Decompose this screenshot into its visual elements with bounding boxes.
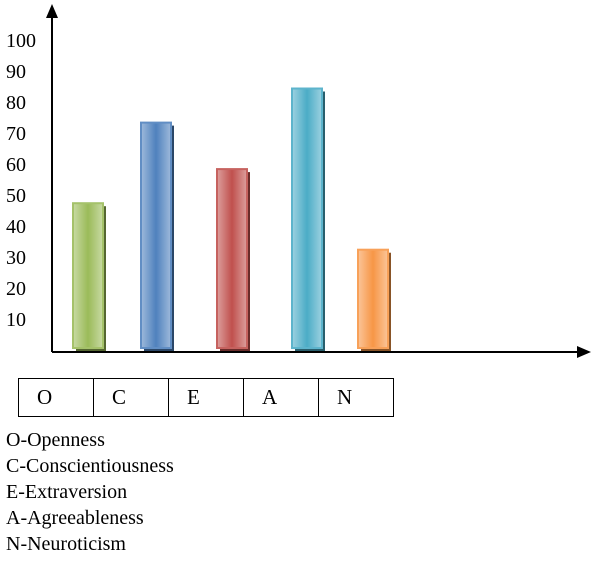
bars-layer (72, 87, 391, 353)
y-tick-label: 80 (6, 92, 26, 114)
category-cell: A (243, 378, 319, 417)
y-tick-label: 50 (6, 185, 26, 207)
legend-item: O-Openness (6, 429, 105, 451)
y-tick-label: 90 (6, 61, 26, 83)
category-cell: O (18, 378, 94, 417)
bar-O (72, 202, 104, 349)
y-tick-label: 100 (6, 30, 36, 52)
x-axis-arrow (577, 346, 591, 358)
category-cell: E (168, 378, 244, 417)
y-tick-label: 30 (6, 247, 26, 269)
bar-E (216, 168, 248, 349)
y-tick-label: 70 (6, 123, 26, 145)
y-tick-label: 10 (6, 309, 26, 331)
legend-item: A-Agreeableness (6, 507, 144, 529)
category-cell: N (318, 378, 394, 417)
legend-item: C-Conscientiousness (6, 455, 174, 477)
legend-item: N-Neuroticism (6, 533, 126, 555)
y-tick-labels: 10 20 30 40 50 60 70 80 90 100 (6, 30, 36, 331)
bar-C (140, 121, 172, 349)
y-tick-label: 60 (6, 154, 26, 176)
legend-item: E-Extraversion (6, 481, 128, 503)
y-tick-label: 40 (6, 216, 26, 238)
bar-A (291, 87, 323, 349)
legend-list: O-Openness C-Conscientiousness E-Extrave… (6, 427, 174, 557)
y-axis-arrow (46, 4, 58, 18)
y-tick-label: 20 (6, 278, 26, 300)
category-cell: C (93, 378, 169, 417)
bar-N (357, 248, 389, 349)
category-table: O C E A N (18, 378, 394, 417)
bar-chart: 10 20 30 40 50 60 70 80 90 100 (6, 4, 591, 358)
